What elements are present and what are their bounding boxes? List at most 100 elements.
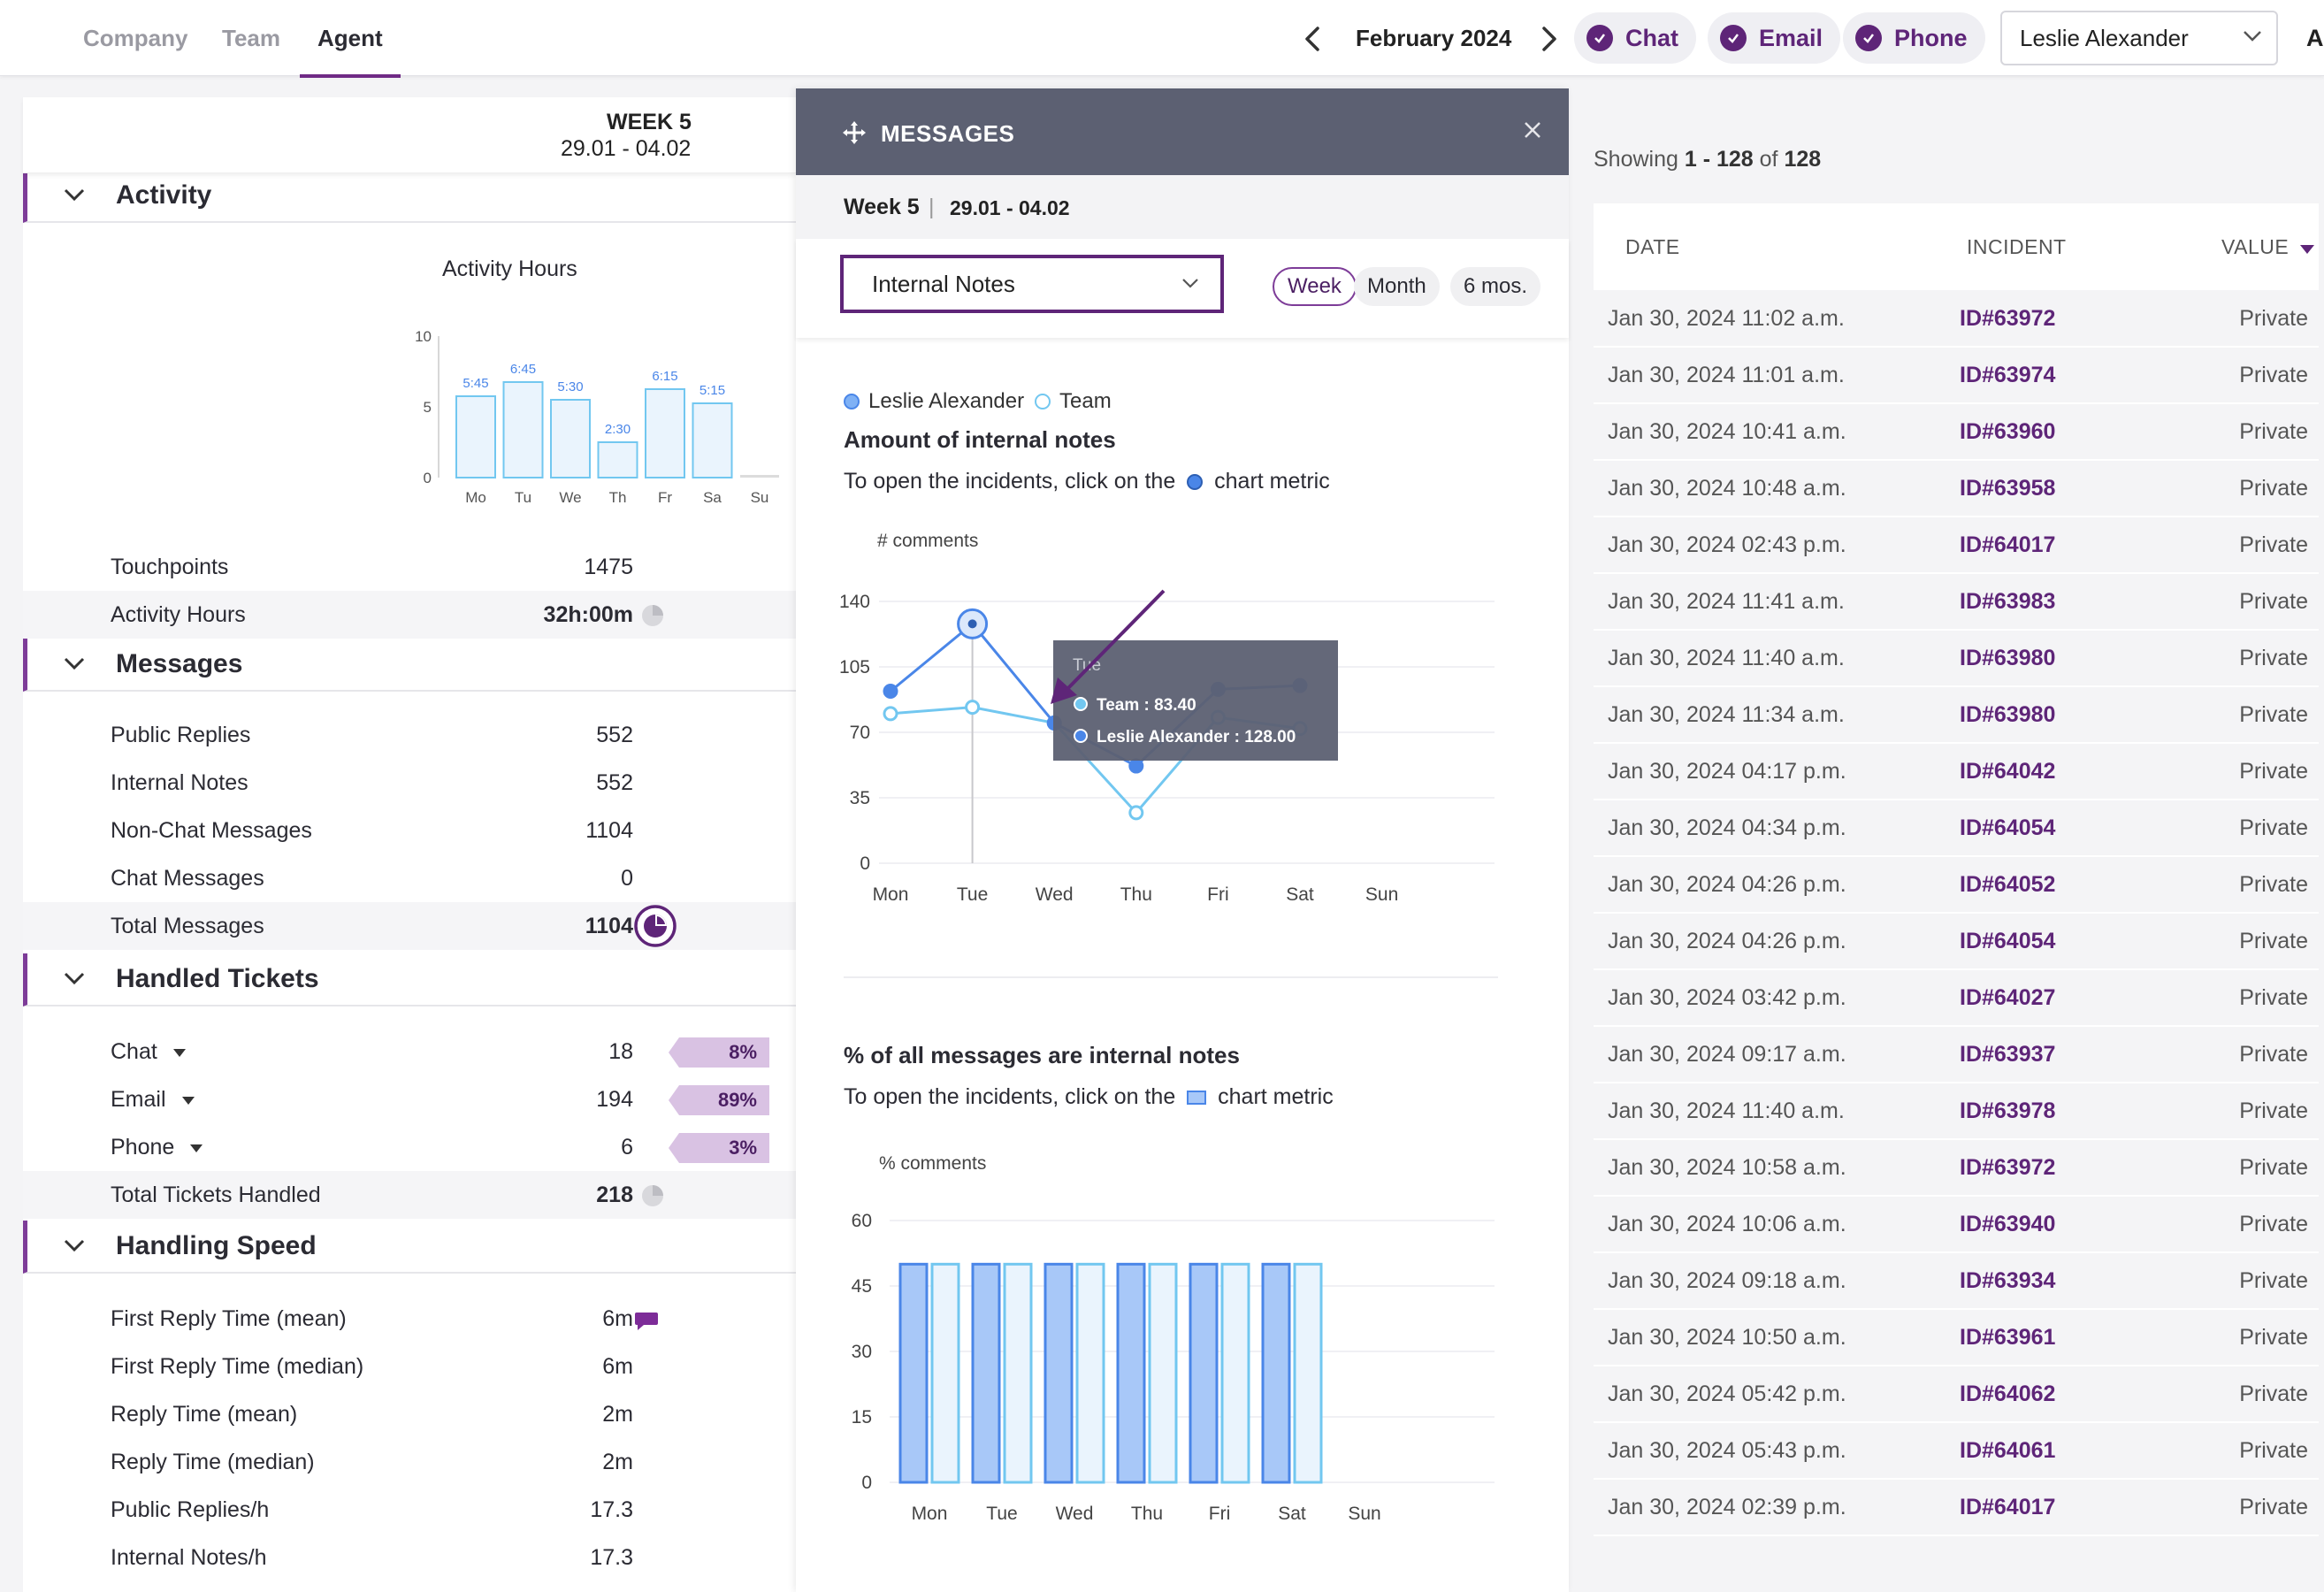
activity-hours-chart: 10 5 0 5:45 Mo 6:45 Tu 5:30 We 2:30 Th 6:15 Fr 5:15 Sa… xyxy=(415,328,779,506)
channel-phone-toggle[interactable]: Phone xyxy=(1843,12,1985,64)
caret-down-icon[interactable] xyxy=(190,1144,203,1152)
cell-value: Private xyxy=(2239,1495,2308,1519)
cell-incident-link[interactable]: ID#64017 xyxy=(1960,532,2056,557)
table-row[interactable]: Jan 30, 2024 02:43 p.m. ID#64017 Private xyxy=(1594,518,2319,574)
cell-incident-link[interactable]: ID#64054 xyxy=(1960,815,2056,840)
table-row[interactable]: Jan 30, 2024 11:02 a.m. ID#63972 Private xyxy=(1594,292,2319,348)
col-value-sort[interactable]: VALUE xyxy=(2221,235,2315,259)
agent-select[interactable]: Leslie Alexander xyxy=(2000,11,2278,65)
table-row[interactable]: Jan 30, 2024 04:26 p.m. ID#64052 Private xyxy=(1594,858,2319,914)
table-row[interactable]: Jan 30, 2024 05:42 p.m. ID#64062 Private xyxy=(1594,1367,2319,1423)
cell-incident-link[interactable]: ID#63972 xyxy=(1960,306,2056,331)
row-label: Non-Chat Messages xyxy=(111,818,312,843)
caret-down-icon[interactable] xyxy=(181,1096,195,1105)
percent-badge[interactable]: 8% xyxy=(669,1037,769,1068)
col-date[interactable]: DATE xyxy=(1625,235,1680,258)
table-row[interactable]: Jan 30, 2024 10:41 a.m. ID#63960 Private xyxy=(1594,405,2319,461)
cell-incident-link[interactable]: ID#63934 xyxy=(1960,1268,2056,1293)
internal-notes-line-chart[interactable]: # comments 0 35 70 105 140 Mon Tue Wed Thu Fri Sat S… xyxy=(796,522,1569,1017)
cell-incident-link[interactable]: ID#63958 xyxy=(1960,476,2056,501)
table-row[interactable]: Jan 30, 2024 09:18 a.m. ID#63934 Private xyxy=(1594,1254,2319,1310)
section-handled-tickets[interactable]: Handled Tickets xyxy=(23,953,796,1006)
legend-team[interactable]: Team xyxy=(1035,389,1112,414)
table-row[interactable]: Jan 30, 2024 10:50 a.m. ID#63961 Private xyxy=(1594,1311,2319,1366)
table-row[interactable]: Jan 30, 2024 09:17 a.m. ID#63937 Private xyxy=(1594,1028,2319,1083)
cell-incident-link[interactable]: ID#64017 xyxy=(1960,1495,2056,1519)
cell-incident-link[interactable]: ID#64042 xyxy=(1960,759,2056,784)
table-row[interactable]: Jan 30, 2024 10:06 a.m. ID#63940 Private xyxy=(1594,1198,2319,1253)
table-row[interactable]: Jan 30, 2024 04:26 p.m. ID#64054 Private xyxy=(1594,915,2319,970)
tab-agent[interactable]: Agent xyxy=(300,0,401,78)
cell-incident-link[interactable]: ID#64054 xyxy=(1960,929,2056,953)
cell-incident-link[interactable]: ID#63961 xyxy=(1960,1325,2056,1350)
pie-chart-icon[interactable] xyxy=(640,1183,665,1208)
x-tick-label: Wed xyxy=(1056,1504,1094,1524)
table-row[interactable]: Jan 30, 2024 11:34 a.m. ID#63980 Private xyxy=(1594,688,2319,744)
channel-email-toggle[interactable]: Email xyxy=(1708,12,1841,64)
internal-notes-percent-bar-chart[interactable]: % comments 0 15 30 45 60 Mon Tue Wed Thu Fri Sat Sun xyxy=(796,1137,1569,1592)
cell-incident-link[interactable]: ID#63974 xyxy=(1960,363,2056,387)
cell-incident-link[interactable]: ID#63937 xyxy=(1960,1042,2056,1067)
table-row[interactable]: Jan 30, 2024 11:40 a.m. ID#63980 Private xyxy=(1594,631,2319,687)
cell-incident-link[interactable]: ID#63983 xyxy=(1960,589,2056,614)
cell-incident-link[interactable]: ID#63978 xyxy=(1960,1098,2056,1123)
x-tick-label: Sun xyxy=(1348,1504,1380,1524)
period-week-button[interactable]: Week xyxy=(1273,267,1357,306)
section-activity[interactable]: Activity xyxy=(23,173,796,223)
cell-incident-link[interactable]: ID#63972 xyxy=(1960,1155,2056,1180)
table-row[interactable]: Jan 30, 2024 10:48 a.m. ID#63958 Private xyxy=(1594,462,2319,517)
section-handling-speed[interactable]: Handling Speed xyxy=(23,1221,796,1274)
chevron-left-icon[interactable] xyxy=(1296,21,1332,57)
table-row[interactable]: Jan 30, 2024 11:41 a.m. ID#63983 Private xyxy=(1594,575,2319,631)
cell-incident-link[interactable]: ID#64027 xyxy=(1960,985,2056,1010)
channel-email-label: Email xyxy=(1759,24,1823,51)
period-month-button[interactable]: Month xyxy=(1354,267,1440,306)
chevron-right-icon[interactable] xyxy=(1530,21,1565,57)
cell-date: Jan 30, 2024 04:34 p.m. xyxy=(1608,815,1846,840)
section-messages[interactable]: Messages xyxy=(23,639,796,692)
cell-incident-link[interactable]: ID#63940 xyxy=(1960,1212,2056,1236)
table-row[interactable]: Jan 30, 2024 10:58 a.m. ID#63972 Private xyxy=(1594,1141,2319,1197)
close-icon[interactable] xyxy=(1523,120,1542,140)
x-tick-label: Sa xyxy=(703,489,722,506)
tooltip-agent-dot xyxy=(1074,729,1088,743)
pie-chart-icon[interactable] xyxy=(633,904,677,948)
row-tickets-phone[interactable]: Phone 6 3% xyxy=(23,1123,796,1171)
table-row[interactable]: Jan 30, 2024 04:17 p.m. ID#64042 Private xyxy=(1594,745,2319,800)
cell-incident-link[interactable]: ID#63980 xyxy=(1960,646,2056,670)
cell-incident-link[interactable]: ID#64062 xyxy=(1960,1382,2056,1406)
table-row[interactable]: Jan 30, 2024 02:39 p.m. ID#64017 Private xyxy=(1594,1481,2319,1536)
table-row[interactable]: Jan 30, 2024 05:43 p.m. ID#64061 Private xyxy=(1594,1424,2319,1480)
cell-incident-link[interactable]: ID#63980 xyxy=(1960,702,2056,727)
cell-incident-link[interactable]: ID#64052 xyxy=(1960,872,2056,897)
percent-badge[interactable]: 89% xyxy=(669,1085,769,1115)
annotation-arrow-head xyxy=(1051,677,1077,704)
row-value: 194 xyxy=(596,1087,633,1112)
cell-incident-link[interactable]: ID#64061 xyxy=(1960,1438,2056,1463)
chat-bubble-icon[interactable] xyxy=(633,1309,660,1332)
tab-team[interactable]: Team xyxy=(222,25,280,51)
legend-agent[interactable]: Leslie Alexander xyxy=(844,389,1024,414)
legend-label: Leslie Alexander xyxy=(868,389,1025,413)
pie-chart-icon[interactable] xyxy=(640,603,665,628)
agent-stats-panel: WEEK 5 29.01 - 04.02 Activity Activity H… xyxy=(23,97,796,1592)
percent-badge[interactable]: 3% xyxy=(669,1133,769,1163)
messages-panel-header[interactable]: MESSAGES xyxy=(796,88,1569,175)
row-tickets-chat[interactable]: Chat 18 8% xyxy=(23,1028,796,1075)
x-tick-label: Sat xyxy=(1278,1504,1306,1524)
period-6mos-button[interactable]: 6 mos. xyxy=(1450,267,1541,306)
x-tick-label: Th xyxy=(609,489,627,506)
tab-company[interactable]: Company xyxy=(83,25,188,51)
bar-data-label: 2:30 xyxy=(605,422,631,437)
col-incident[interactable]: INCIDENT xyxy=(1967,235,2067,258)
table-row[interactable]: Jan 30, 2024 11:01 a.m. ID#63974 Private xyxy=(1594,348,2319,404)
row-tickets-email[interactable]: Email 194 89% xyxy=(23,1075,796,1123)
table-row[interactable]: Jan 30, 2024 04:34 p.m. ID#64054 Private xyxy=(1594,801,2319,857)
move-icon[interactable] xyxy=(842,120,867,145)
channel-chat-toggle[interactable]: Chat xyxy=(1574,12,1696,64)
metric-dropdown[interactable]: Internal Notes xyxy=(840,255,1224,313)
table-row[interactable]: Jan 30, 2024 03:42 p.m. ID#64027 Private xyxy=(1594,971,2319,1027)
table-row[interactable]: Jan 30, 2024 11:40 a.m. ID#63978 Private xyxy=(1594,1084,2319,1140)
cell-incident-link[interactable]: ID#63960 xyxy=(1960,419,2056,444)
caret-down-icon[interactable] xyxy=(172,1048,186,1057)
